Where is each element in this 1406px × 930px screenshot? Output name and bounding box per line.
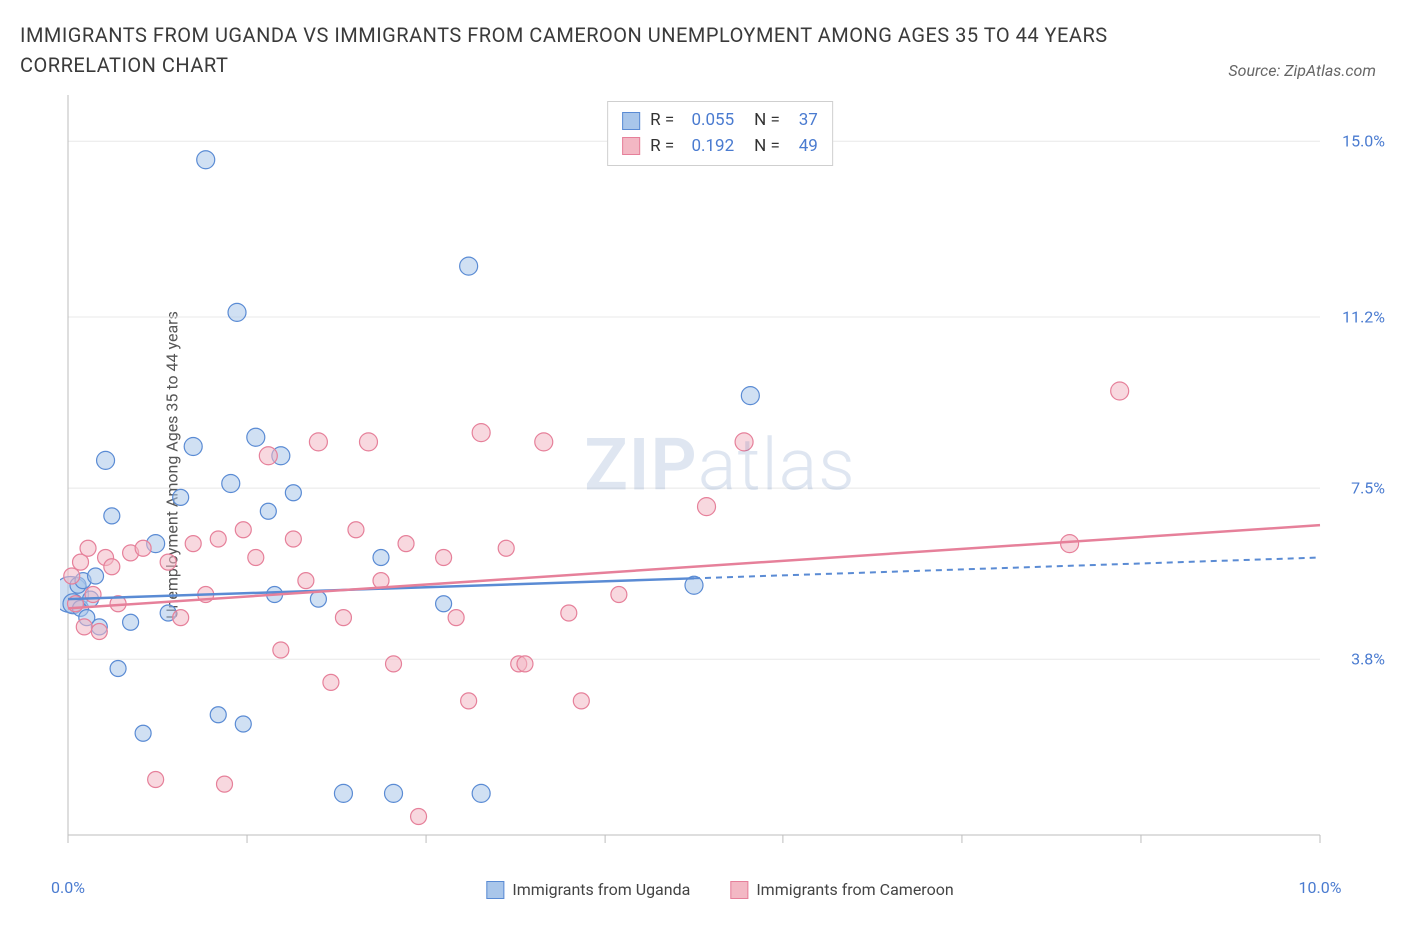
data-point <box>448 610 464 626</box>
stats-row: R = 0.192 N = 49 <box>622 134 818 160</box>
data-point <box>348 522 364 538</box>
data-point <box>741 387 759 405</box>
data-point <box>185 536 201 552</box>
data-point <box>735 433 753 451</box>
data-point <box>611 587 627 603</box>
data-point <box>217 776 233 792</box>
data-point <box>273 642 289 658</box>
data-point <box>80 540 96 556</box>
data-point <box>436 550 452 566</box>
data-point <box>460 257 478 275</box>
n-value: 37 <box>790 108 818 134</box>
data-point <box>88 568 104 584</box>
data-point <box>123 614 139 630</box>
bottom-legend: Immigrants from Uganda Immigrants from C… <box>486 880 953 899</box>
data-point <box>285 531 301 547</box>
data-point <box>698 498 716 516</box>
r-label: R = <box>650 134 674 160</box>
data-point <box>285 485 301 501</box>
data-point <box>472 424 490 442</box>
n-label: N = <box>754 134 780 160</box>
data-point <box>309 433 327 451</box>
data-point <box>561 605 577 621</box>
data-point <box>461 693 477 709</box>
data-point <box>173 610 189 626</box>
scatter-plot <box>60 95 1380 865</box>
data-point <box>359 433 377 451</box>
data-point <box>1111 382 1129 400</box>
data-point <box>110 661 126 677</box>
y-tick-label: 3.8% <box>1351 650 1385 669</box>
legend-label: Immigrants from Cameroon <box>756 880 953 899</box>
data-point <box>411 809 427 825</box>
data-point <box>1061 535 1079 553</box>
data-point <box>335 610 351 626</box>
y-tick-label: 11.2% <box>1342 308 1385 327</box>
r-value: 0.192 <box>684 134 734 160</box>
data-point <box>498 540 514 556</box>
legend-item: Immigrants from Uganda <box>486 880 690 899</box>
data-point <box>259 447 277 465</box>
legend-swatch <box>622 112 640 130</box>
legend-swatch <box>486 881 504 899</box>
data-point <box>260 503 276 519</box>
source-credit: Source: ZipAtlas.com <box>1228 61 1376 80</box>
data-point <box>91 624 107 640</box>
data-point <box>135 540 151 556</box>
r-value: 0.055 <box>684 108 734 134</box>
data-point <box>222 475 240 493</box>
legend-label: Immigrants from Uganda <box>512 880 690 899</box>
chart-title: IMMIGRANTS FROM UGANDA VS IMMIGRANTS FRO… <box>20 20 1120 80</box>
data-point <box>535 433 553 451</box>
n-value: 49 <box>790 134 818 160</box>
chart-area: ZIPatlas R = 0.055 N = 37 R = 0.192 N = … <box>60 95 1380 865</box>
data-point <box>373 550 389 566</box>
data-point <box>386 656 402 672</box>
x-tick-label: 0.0% <box>51 878 85 897</box>
data-point <box>298 573 314 589</box>
r-label: R = <box>650 108 674 134</box>
data-point <box>104 559 120 575</box>
data-point <box>85 587 101 603</box>
stats-legend-box: R = 0.055 N = 37 R = 0.192 N = 49 <box>607 101 833 166</box>
data-point <box>573 693 589 709</box>
y-tick-label: 7.5% <box>1351 479 1385 498</box>
data-point <box>228 303 246 321</box>
legend-swatch <box>622 137 640 155</box>
legend-item: Immigrants from Cameroon <box>730 880 953 899</box>
data-point <box>64 568 80 584</box>
data-point <box>235 522 251 538</box>
n-label: N = <box>754 108 780 134</box>
data-point <box>248 550 264 566</box>
data-point <box>184 438 202 456</box>
data-point <box>323 674 339 690</box>
data-point <box>472 784 490 802</box>
data-point <box>173 489 189 505</box>
data-point <box>436 596 452 612</box>
data-point <box>76 619 92 635</box>
y-tick-label: 15.0% <box>1342 132 1385 151</box>
data-point <box>97 451 115 469</box>
data-point <box>385 784 403 802</box>
data-point <box>210 707 226 723</box>
data-point <box>104 508 120 524</box>
x-tick-label: 10.0% <box>1299 878 1342 897</box>
data-point <box>310 591 326 607</box>
data-point <box>197 151 215 169</box>
data-point <box>135 725 151 741</box>
trend-line <box>68 525 1320 608</box>
data-point <box>210 531 226 547</box>
data-point <box>148 772 164 788</box>
stats-row: R = 0.055 N = 37 <box>622 108 818 134</box>
legend-swatch <box>730 881 748 899</box>
data-point <box>398 536 414 552</box>
data-point <box>517 656 533 672</box>
data-point <box>160 554 176 570</box>
data-point <box>247 428 265 446</box>
data-point <box>334 784 352 802</box>
data-point <box>235 716 251 732</box>
